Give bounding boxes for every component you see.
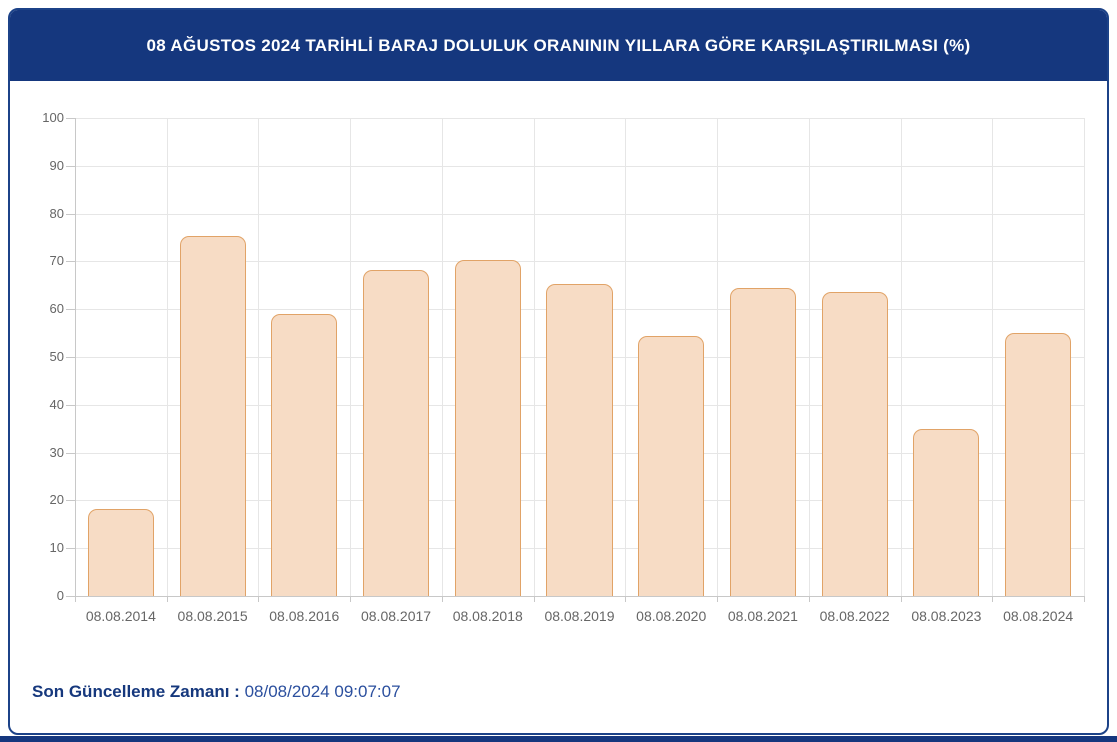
category-cell: 08.08.2021 <box>717 118 809 624</box>
bar-08.08.2023[interactable] <box>913 429 980 596</box>
y-axis-label: 0 <box>56 588 64 603</box>
chart-card: 08 AĞUSTOS 2024 TARİHLİ BARAJ DOLULUK OR… <box>8 8 1109 735</box>
bar-08.08.2021[interactable] <box>729 287 796 596</box>
y-axis-label: 100 <box>42 110 64 125</box>
bar-08.08.2017[interactable] <box>363 270 430 596</box>
category-cell: 08.08.2014 <box>75 118 167 624</box>
x-axis-label: 08.08.2024 <box>1003 608 1074 624</box>
x-axis-label: 08.08.2016 <box>269 608 340 624</box>
y-axis-label: 80 <box>49 205 64 221</box>
x-axis-tick <box>717 596 719 602</box>
category-cell: 08.08.2020 <box>625 118 717 624</box>
category-cell: 08.08.2015 <box>167 118 259 624</box>
x-axis-tick <box>808 596 810 602</box>
x-axis-line <box>75 596 1084 597</box>
title-bar: 08 AĞUSTOS 2024 TARİHLİ BARAJ DOLULUK OR… <box>10 10 1107 81</box>
x-axis-tick <box>533 596 535 602</box>
y-axis-label: 70 <box>49 253 64 269</box>
v-gridline <box>900 118 902 596</box>
y-axis-label: 30 <box>49 444 64 460</box>
y-axis-tick <box>66 548 75 550</box>
bar-08.08.2022[interactable] <box>821 292 888 596</box>
gridline <box>75 118 1084 119</box>
y-axis-label: 10 <box>49 540 64 556</box>
x-axis-label: 08.08.2022 <box>819 608 890 624</box>
v-gridline <box>258 118 260 596</box>
last-update: Son Güncelleme Zamanı : 08/08/2024 09:07… <box>32 682 401 702</box>
v-gridline <box>625 118 627 596</box>
category-cell: 08.08.2023 <box>901 118 993 624</box>
bar-08.08.2018[interactable] <box>454 259 521 596</box>
y-axis-tick <box>66 452 75 454</box>
x-axis-tick <box>992 596 994 602</box>
last-update-label: Son Güncelleme Zamanı : <box>32 682 240 701</box>
x-axis-label: 08.08.2014 <box>85 608 156 624</box>
gridline <box>75 213 1084 215</box>
v-gridline <box>808 118 810 596</box>
x-axis-label: 08.08.2019 <box>544 608 615 624</box>
last-update-value: 08/08/2024 09:07:07 <box>244 682 401 701</box>
bar-08.08.2024[interactable] <box>1005 333 1072 596</box>
y-axis-line <box>75 118 76 596</box>
bottom-strip <box>0 736 1117 742</box>
y-axis-tick <box>66 118 75 119</box>
x-axis-tick <box>441 596 443 602</box>
v-gridline <box>166 118 168 596</box>
y-axis-tick <box>66 357 75 358</box>
gridline <box>75 165 1084 167</box>
x-axis-tick <box>625 596 627 602</box>
y-axis-label: 50 <box>49 349 64 364</box>
y-axis-label: 20 <box>49 492 64 508</box>
x-axis-label: 08.08.2021 <box>727 608 798 624</box>
y-axis-tick <box>66 404 75 406</box>
x-axis-label: 08.08.2023 <box>911 608 982 624</box>
category-cell: 08.08.2019 <box>534 118 626 624</box>
x-axis-tick <box>900 596 902 602</box>
category-cell: 08.08.2017 <box>350 118 442 624</box>
x-axis-label: 08.08.2018 <box>452 608 523 624</box>
category-cell: 08.08.2016 <box>258 118 350 624</box>
v-gridline <box>717 118 719 596</box>
y-axis-tick <box>66 309 75 311</box>
y-axis-label: 60 <box>49 301 64 317</box>
x-axis-tick <box>75 596 76 602</box>
v-gridline <box>350 118 352 596</box>
bar-08.08.2016[interactable] <box>271 313 338 596</box>
category-cell: 08.08.2024 <box>992 118 1084 624</box>
x-axis-tick <box>166 596 168 602</box>
y-axis-tick <box>66 261 75 263</box>
x-axis-label: 08.08.2020 <box>636 608 707 624</box>
y-axis-tick <box>66 596 75 597</box>
bar-08.08.2015[interactable] <box>179 235 246 596</box>
y-axis-tick <box>66 165 75 167</box>
category-cell: 08.08.2022 <box>809 118 901 624</box>
v-gridline <box>1084 118 1085 596</box>
y-axis-label: 90 <box>49 157 64 173</box>
y-axis-label: 40 <box>49 396 64 412</box>
y-axis-tick <box>66 500 75 502</box>
x-axis-tick <box>1084 596 1085 602</box>
v-gridline <box>533 118 535 596</box>
chart-title: 08 AĞUSTOS 2024 TARİHLİ BARAJ DOLULUK OR… <box>146 35 971 55</box>
x-axis-label: 08.08.2015 <box>177 608 248 624</box>
x-axis-tick <box>350 596 352 602</box>
v-gridline <box>992 118 994 596</box>
gridline <box>75 261 1084 263</box>
y-axis-tick <box>66 213 75 215</box>
category-cell: 08.08.2018 <box>442 118 534 624</box>
x-axis-label: 08.08.2017 <box>360 608 432 624</box>
bar-08.08.2019[interactable] <box>546 283 613 596</box>
bar-08.08.2014[interactable] <box>87 508 154 596</box>
x-axis-tick <box>258 596 260 602</box>
bar-08.08.2020[interactable] <box>638 335 705 596</box>
plot-area: 0 10 20 30 40 50 60 70 80 90 100 08.08.2014 08.08.20… <box>42 110 1085 624</box>
v-gridline <box>441 118 443 596</box>
